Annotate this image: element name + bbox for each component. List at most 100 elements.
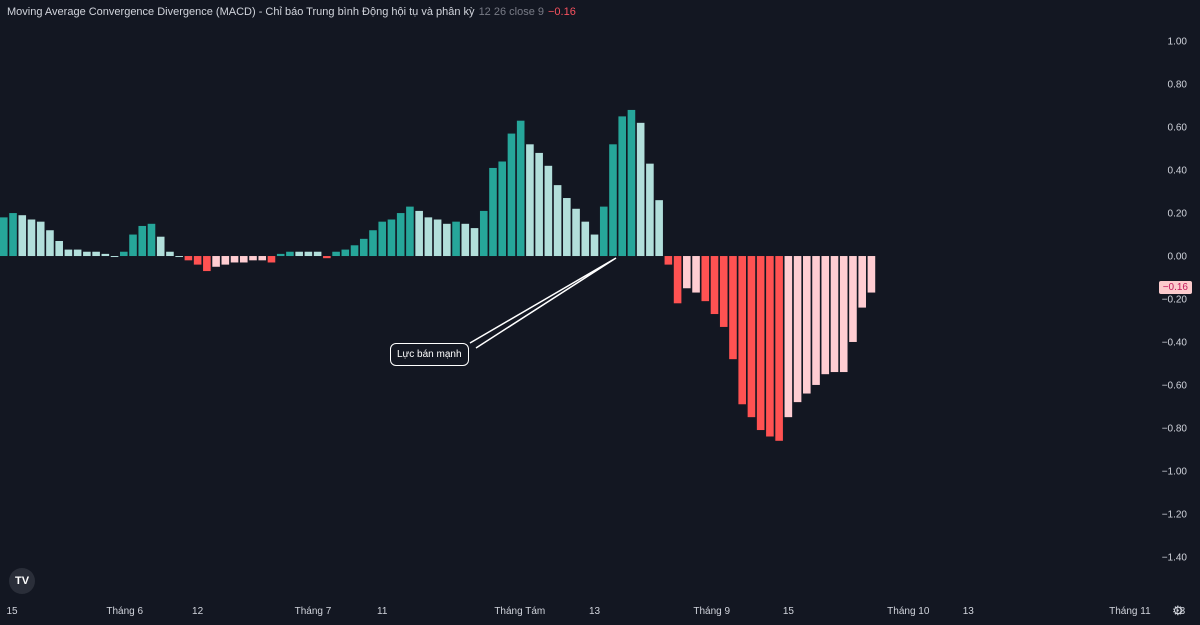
histogram-bar xyxy=(470,228,479,257)
tradingview-logo-icon[interactable]: TV xyxy=(9,568,35,594)
histogram-bar xyxy=(332,251,340,257)
histogram-bar xyxy=(636,122,645,257)
histogram-bar xyxy=(304,251,313,257)
histogram-bar xyxy=(286,251,294,257)
histogram-bar xyxy=(544,165,553,257)
y-tick-label: −0.80 xyxy=(1162,423,1188,434)
histogram-bar xyxy=(295,251,303,257)
histogram-bar xyxy=(738,256,746,405)
histogram-bar xyxy=(396,213,405,257)
histogram-bar xyxy=(664,256,673,265)
indicator-legend[interactable]: Moving Average Convergence Divergence (M… xyxy=(7,6,576,18)
histogram-bar xyxy=(618,116,627,257)
histogram-bar xyxy=(433,219,442,257)
histogram-bar xyxy=(747,256,756,418)
histogram-bar xyxy=(609,144,617,257)
y-tick-label: −0.20 xyxy=(1162,295,1188,306)
histogram-bar xyxy=(627,109,636,257)
histogram-bar xyxy=(849,256,857,342)
histogram-bar xyxy=(156,236,165,257)
x-tick-label: 13 xyxy=(589,606,601,617)
histogram-bar xyxy=(239,256,248,263)
histogram-bar xyxy=(673,256,682,304)
histogram-bar xyxy=(110,256,119,258)
y-tick-label: −0.40 xyxy=(1162,338,1188,349)
histogram-bar xyxy=(590,234,599,257)
histogram-bar xyxy=(387,219,396,257)
histogram-bar xyxy=(599,206,608,257)
histogram-bar xyxy=(323,256,331,259)
indicator-value: −0.16 xyxy=(548,6,576,18)
y-tick-label: 0.80 xyxy=(1168,80,1188,91)
histogram-bar xyxy=(9,213,17,257)
histogram-bar xyxy=(803,256,811,394)
histogram-bar xyxy=(129,234,137,257)
x-tick-label: 13 xyxy=(1174,606,1186,617)
histogram-bar xyxy=(655,200,663,257)
histogram-bar xyxy=(692,256,700,293)
histogram-bars xyxy=(0,109,876,441)
y-tick-label: −0.60 xyxy=(1162,380,1188,391)
histogram-bar xyxy=(83,251,91,257)
histogram-bar xyxy=(369,230,377,257)
histogram-bar xyxy=(166,251,174,257)
histogram-bar xyxy=(535,152,543,257)
histogram-bar xyxy=(479,210,488,257)
histogram-bar xyxy=(443,223,451,257)
y-tick-label: 0.40 xyxy=(1168,166,1188,177)
x-tick-label: 12 xyxy=(192,606,204,617)
histogram-bar xyxy=(683,256,691,289)
histogram-bar xyxy=(710,256,719,315)
histogram-bar xyxy=(378,221,387,257)
histogram-bar xyxy=(415,210,423,257)
y-tick-label: 0.00 xyxy=(1168,252,1188,263)
y-tick-label: 1.00 xyxy=(1168,37,1188,48)
y-tick-label: −1.00 xyxy=(1162,466,1188,477)
histogram-bar xyxy=(452,221,460,257)
x-tick-label: Tháng 7 xyxy=(295,606,332,617)
histogram-bar xyxy=(646,163,654,257)
histogram-bar xyxy=(498,161,507,257)
histogram-bar xyxy=(489,167,497,257)
time-axis[interactable]: 15 Tháng 6 12 Tháng 7 11 Tháng Tám 13 Tháng 9 15… xyxy=(6,606,1185,617)
gear-icon[interactable]: ⚙ xyxy=(1172,603,1184,618)
histogram-bar xyxy=(64,249,73,257)
histogram-bar xyxy=(276,253,285,257)
annotation-label[interactable]: Lực bán mạnh xyxy=(390,343,469,366)
histogram-bar xyxy=(812,256,820,385)
histogram-bar xyxy=(350,245,359,257)
histogram-bar xyxy=(553,185,562,257)
histogram-bar xyxy=(516,120,525,257)
x-tick-label: Tháng 11 xyxy=(1109,606,1151,617)
histogram-bar xyxy=(839,256,848,373)
histogram-bar xyxy=(267,256,276,263)
y-tick-label: 0.20 xyxy=(1168,209,1188,220)
histogram-bar xyxy=(101,253,110,257)
last-value-tag: −0.16 xyxy=(1158,281,1192,294)
histogram-bar xyxy=(581,221,590,257)
histogram-bar xyxy=(193,256,202,265)
histogram-bar xyxy=(203,256,211,272)
histogram-bar xyxy=(46,230,54,257)
x-tick-label: 11 xyxy=(377,606,388,617)
histogram-bar xyxy=(563,198,571,257)
histogram-bar xyxy=(92,251,100,257)
histogram-bar xyxy=(18,215,27,257)
histogram-bar xyxy=(249,256,257,261)
histogram-bar xyxy=(719,256,728,327)
price-axis[interactable]: 1.00 0.80 0.60 0.40 0.20 0.00 −0.20 −0.40 −0.60 −… xyxy=(1162,37,1188,564)
histogram-bar xyxy=(230,256,239,263)
histogram-bar xyxy=(572,208,580,257)
histogram-bar xyxy=(221,256,230,265)
y-tick-label: −1.40 xyxy=(1162,552,1188,563)
histogram-bar xyxy=(138,225,147,257)
histogram-bar xyxy=(701,256,710,302)
x-tick-label: Tháng 9 xyxy=(693,606,730,617)
histogram-bar xyxy=(766,256,774,437)
indicator-params: 12 26 close 9 xyxy=(478,6,544,18)
histogram-bar xyxy=(756,256,765,431)
histogram-bar xyxy=(36,221,45,257)
x-tick-label: Tháng 10 xyxy=(887,606,930,617)
histogram-bar xyxy=(341,249,350,257)
